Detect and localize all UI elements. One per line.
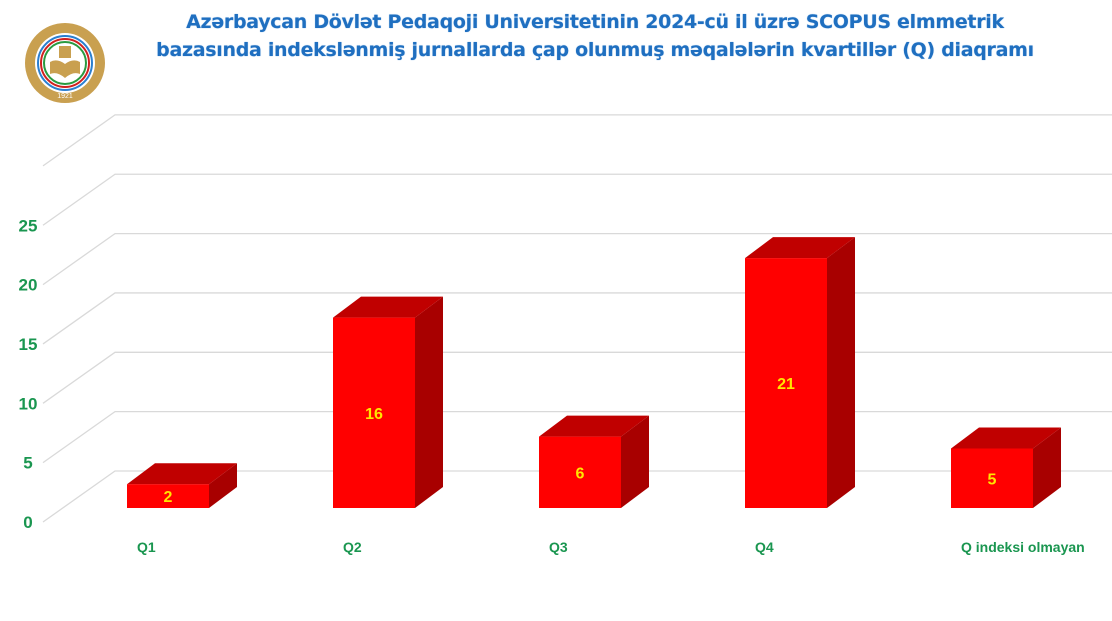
data-label: 5 [988, 471, 997, 488]
svg-text:1921: 1921 [57, 93, 73, 100]
title-line-1: Azərbaycan Dövlət Pedaqoji Universitetin… [186, 11, 1004, 33]
y-tick-label: 5 [23, 454, 32, 473]
gridline [42, 114, 1112, 167]
data-label: 21 [777, 376, 795, 393]
bar-top [539, 415, 649, 437]
x-tick-label: Q4 [755, 539, 774, 555]
data-label: 6 [576, 465, 585, 482]
bar [333, 317, 415, 508]
university-logo: 1921 [25, 23, 105, 103]
bar-top [333, 296, 443, 318]
data-label: 16 [365, 406, 383, 423]
bar-side [827, 237, 855, 508]
gridline [42, 232, 1112, 286]
x-tick-label: Q indeksi olmayan [961, 539, 1085, 555]
bar [539, 436, 621, 508]
bar-side [415, 296, 443, 508]
x-tick-label: Q3 [549, 539, 568, 555]
y-tick-label: 15 [19, 335, 38, 354]
y-tick-label: 0 [23, 513, 32, 532]
x-tick-label: Q2 [343, 539, 362, 555]
gridline [42, 173, 1112, 226]
bar-top [745, 237, 855, 259]
bar [127, 484, 209, 508]
data-label: 2 [164, 489, 173, 506]
bar-top [951, 427, 1061, 449]
bar-side [209, 463, 237, 508]
x-tick-label: Q1 [137, 539, 156, 555]
y-tick-label: 20 [19, 276, 38, 295]
bar [745, 258, 827, 508]
y-tick-label: 10 [19, 394, 38, 413]
bar-side [1033, 427, 1061, 508]
title-line-2: bazasında indekslənmiş jurnallarda çap o… [156, 39, 1034, 61]
gridline [42, 292, 1112, 345]
gridline [42, 351, 1112, 404]
y-tick-label: 25 [19, 216, 38, 235]
bar [951, 448, 1033, 508]
chart-title: Azərbaycan Dövlət Pedaqoji Universitetin… [120, 8, 1070, 64]
bar-side [621, 415, 649, 508]
bar-top [127, 463, 237, 485]
